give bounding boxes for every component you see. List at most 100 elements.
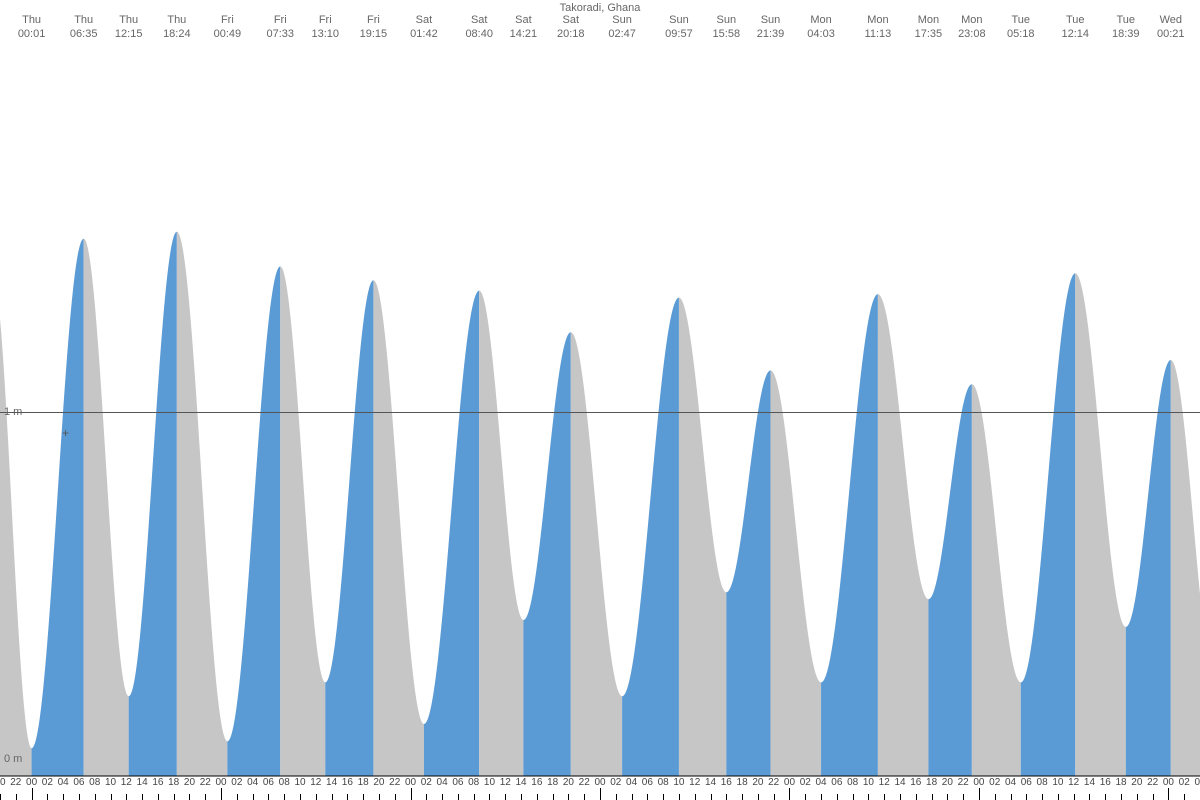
x-tick-minor: [1074, 794, 1075, 800]
extrema-time: 20:18: [557, 28, 585, 42]
extrema-header: Fri07:33: [266, 14, 294, 42]
extrema-time: 04:03: [807, 28, 835, 42]
x-tick-label: 08: [1037, 777, 1048, 788]
extrema-time: 01:42: [410, 28, 438, 42]
x-tick-minor: [821, 794, 822, 800]
extrema-day: Fri: [360, 14, 388, 28]
x-tick-minor: [1089, 794, 1090, 800]
extrema-day: Sat: [557, 14, 585, 28]
x-tick-minor: [616, 794, 617, 800]
x-tick-label: 12: [689, 777, 700, 788]
x-tick-minor: [679, 794, 680, 800]
x-tick-label: 22: [579, 777, 590, 788]
x-tick-label: 10: [484, 777, 495, 788]
x-tick-minor: [537, 794, 538, 800]
extrema-time: 07:33: [266, 28, 294, 42]
x-tick-label: 00: [784, 777, 795, 788]
x-tick-label: 00: [215, 777, 226, 788]
extrema-header: Mon17:35: [915, 14, 943, 42]
x-tick-label: 16: [721, 777, 732, 788]
x-tick-label: 02: [610, 777, 621, 788]
x-tick-label: 06: [1021, 777, 1032, 788]
x-tick-minor: [1121, 794, 1122, 800]
extrema-time: 12:14: [1061, 28, 1089, 42]
x-tick-minor: [158, 794, 159, 800]
x-tick-major: [221, 788, 222, 800]
x-tick-label: 20: [563, 777, 574, 788]
x-tick-minor: [837, 794, 838, 800]
x-tick-label: 18: [737, 777, 748, 788]
x-tick-label: 02: [800, 777, 811, 788]
x-tick-minor: [1137, 794, 1138, 800]
x-tick-label: 02: [231, 777, 242, 788]
x-tick-minor: [584, 794, 585, 800]
x-tick-minor: [442, 794, 443, 800]
x-tick-minor: [1058, 794, 1059, 800]
tide-area-svg: [0, 0, 1200, 800]
extrema-header: Fri13:10: [311, 14, 339, 42]
x-tick-label: 00: [26, 777, 37, 788]
extrema-header: Tue18:39: [1112, 14, 1140, 42]
extrema-header: Fri00:49: [214, 14, 242, 42]
x-tick-label: 04: [437, 777, 448, 788]
x-tick-minor: [853, 794, 854, 800]
extrema-day: Mon: [915, 14, 943, 28]
extrema-time: 02:47: [608, 28, 636, 42]
x-tick-label: 14: [326, 777, 337, 788]
x-tick-minor: [868, 794, 869, 800]
x-tick-minor: [1153, 794, 1154, 800]
x-tick-minor: [426, 794, 427, 800]
x-tick-minor: [379, 794, 380, 800]
x-tick-minor: [126, 794, 127, 800]
extrema-header: Sun15:58: [713, 14, 741, 42]
extrema-day: Sun: [608, 14, 636, 28]
extrema-day: Mon: [807, 14, 835, 28]
x-tick-minor: [237, 794, 238, 800]
extrema-header: Sat14:21: [510, 14, 538, 42]
x-tick-minor: [253, 794, 254, 800]
extrema-time: 19:15: [360, 28, 388, 42]
extrema-header: Thu06:35: [70, 14, 98, 42]
extrema-time: 18:39: [1112, 28, 1140, 42]
x-tick-minor: [1105, 794, 1106, 800]
extrema-header: Mon04:03: [807, 14, 835, 42]
x-tick-label: 02: [989, 777, 1000, 788]
extrema-day: Thu: [70, 14, 98, 28]
x-tick-minor: [726, 794, 727, 800]
extrema-header: Sat08:40: [465, 14, 493, 42]
x-tick-minor: [947, 794, 948, 800]
x-tick-minor: [742, 794, 743, 800]
x-tick-label: 18: [547, 777, 558, 788]
x-tick-label: 00: [594, 777, 605, 788]
tide-chart: Takoradi, Ghana 0 m1 m + Thu00:01Thu06:3…: [0, 0, 1200, 800]
x-tick-label: 22: [958, 777, 969, 788]
x-tick-label: 04: [58, 777, 69, 788]
x-tick-label: 14: [137, 777, 148, 788]
extrema-header: Sat01:42: [410, 14, 438, 42]
x-tick-major: [1168, 788, 1169, 800]
extrema-day: Tue: [1007, 14, 1035, 28]
x-tick-label: 08: [279, 777, 290, 788]
x-tick-label: 12: [500, 777, 511, 788]
extrema-time: 05:18: [1007, 28, 1035, 42]
x-tick-minor: [932, 794, 933, 800]
extrema-day: Fri: [266, 14, 294, 28]
x-tick-minor: [647, 794, 648, 800]
x-tick-label: 20: [752, 777, 763, 788]
x-tick-minor: [963, 794, 964, 800]
x-tick-label: 18: [926, 777, 937, 788]
x-tick-label: 22: [389, 777, 400, 788]
x-tick-minor: [205, 794, 206, 800]
extrema-header: Thu12:15: [115, 14, 143, 42]
x-tick-label: 10: [105, 777, 116, 788]
x-tick-label: 18: [1115, 777, 1126, 788]
x-tick-minor: [505, 794, 506, 800]
x-tick-label: 12: [310, 777, 321, 788]
x-tick-major: [600, 788, 601, 800]
x-axis: 20 22 00 02 04 06 08 10 12 14 16 18 20 22 00 02 04 06 08 10…: [0, 776, 1200, 800]
x-tick-major: [979, 788, 980, 800]
x-tick-label: 06: [263, 777, 274, 788]
extrema-day: Fri: [311, 14, 339, 28]
x-tick-minor: [142, 794, 143, 800]
x-tick-minor: [568, 794, 569, 800]
